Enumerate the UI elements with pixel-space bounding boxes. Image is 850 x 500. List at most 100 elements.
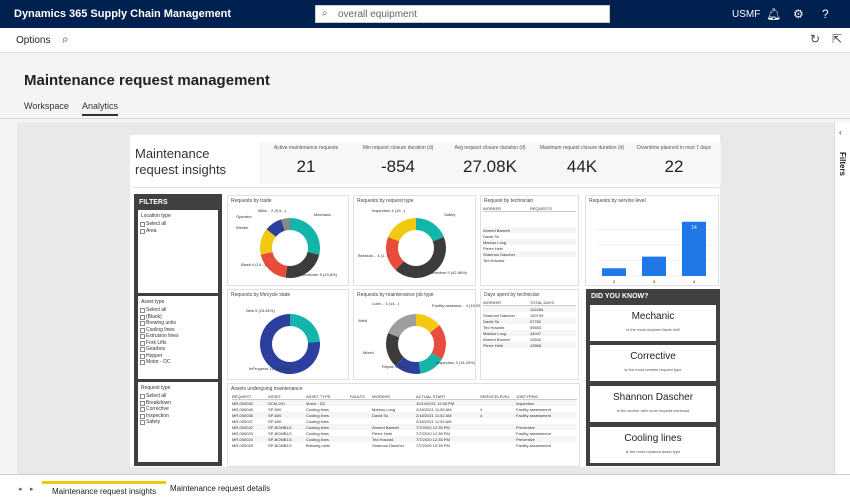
bell-icon[interactable]: 🔔︎: [766, 7, 782, 21]
slicer-item[interactable]: Select all: [138, 307, 218, 314]
slicer-item[interactable]: Breakdown: [138, 400, 218, 407]
table-row[interactable]: Markus Long: [483, 239, 576, 245]
insight-card[interactable]: Cooling lines is the most repaired asset …: [590, 427, 716, 463]
assets-maintenance-table[interactable]: Assets undergoing maintenance REQUEST ASS…: [227, 383, 580, 467]
table-row[interactable]: David So: [483, 233, 576, 239]
column-header[interactable]: WORKER: [372, 394, 390, 399]
donut-slice[interactable]: [290, 314, 320, 343]
filters-label[interactable]: Filters: [838, 152, 847, 177]
table-row[interactable]: Ahmed Barnett 43542: [483, 336, 576, 342]
table-row[interactable]: MR-000023 SP-BOMB1G Cooling lines Pierre He…: [232, 430, 577, 436]
donut-slice[interactable]: [281, 218, 290, 231]
help-icon[interactable]: ?: [822, 7, 829, 21]
tab-workspace[interactable]: Workspace: [24, 101, 69, 111]
requests-by-service-level-chart[interactable]: Requests by service level 2 3 4 14: [585, 195, 719, 286]
bar[interactable]: [642, 256, 666, 276]
table-row[interactable]: Ted Howard: [483, 257, 576, 263]
slicer-request-type[interactable]: Request type Select all Breakdown Correc…: [138, 382, 218, 462]
gear-icon[interactable]: ⚙: [793, 7, 804, 21]
tab-maintenance-request-details[interactable]: Maintenance request details: [170, 484, 271, 493]
insight-card[interactable]: Corrective is the most created request ty…: [590, 345, 716, 381]
slicer-item[interactable]: Gearbox: [138, 346, 218, 353]
table-row[interactable]: Markus Long 44047: [483, 330, 576, 336]
tab-maintenance-request-insights[interactable]: Maintenance request insights: [42, 481, 167, 499]
slicer-item[interactable]: Safety: [138, 419, 218, 426]
donut-slice[interactable]: [260, 229, 276, 255]
column-header[interactable]: ASSET TYPE: [306, 394, 331, 399]
donut-slice[interactable]: [260, 252, 288, 278]
table-row[interactable]: Shannon Dascher: [483, 251, 576, 257]
insight-card[interactable]: Mechanic is the most required trade skill: [590, 305, 716, 341]
refresh-icon[interactable]: ↻: [810, 32, 821, 46]
app-title[interactable]: Dynamics 365 Supply Chain Management: [14, 8, 232, 20]
table-row[interactable]: MR-000037 SP-600 Cooling lines 2/18/2021 11…: [232, 418, 577, 424]
chevron-left-icon[interactable]: ◂: [18, 486, 22, 493]
slicer-item[interactable]: Extrusion lines: [138, 333, 218, 340]
slicer-item[interactable]: Fork Lifts: [138, 340, 218, 347]
slicer-location-type[interactable]: Location type Select all Area: [138, 210, 218, 293]
column-header[interactable]: REQUESTS: [530, 206, 553, 211]
bar[interactable]: [602, 268, 626, 276]
column-header[interactable]: TOTAL DAYS: [530, 300, 555, 305]
donut-slice[interactable]: [386, 333, 404, 366]
donut-slice[interactable]: [290, 218, 320, 255]
table-row[interactable]: Ted Howard 55653: [483, 324, 576, 330]
table-row[interactable]: MR-000024 SP-BOMB1G Cooling lines Ted Howar…: [232, 436, 577, 442]
donut-slice[interactable]: [416, 218, 444, 242]
table-row[interactable]: MR-000035 SP-600 Cooling lines David So 2/18…: [232, 412, 577, 418]
donut-slice[interactable]: [430, 325, 446, 359]
slicer-item[interactable]: Area: [138, 228, 218, 235]
slicer-item[interactable]: Select all: [138, 393, 218, 400]
column-header[interactable]: ASSET: [268, 394, 282, 399]
column-header[interactable]: REQUEST: [232, 394, 252, 399]
donut-slice[interactable]: [388, 314, 416, 338]
column-header[interactable]: WORKER: [483, 300, 501, 305]
bar[interactable]: [682, 221, 706, 276]
global-search-input[interactable]: ⌕ overall equipment: [315, 5, 610, 23]
slicer-item[interactable]: Select all: [138, 221, 218, 228]
table-row[interactable]: Pierre Hebi 43566: [483, 342, 576, 348]
slicer-item[interactable]: Motor - DC: [138, 359, 218, 366]
tab-analytics[interactable]: Analytics: [82, 101, 119, 116]
slicer-item[interactable]: Brewing units: [138, 320, 218, 327]
chevron-left-icon[interactable]: ‹: [839, 128, 842, 137]
donut-slice[interactable]: [418, 353, 442, 374]
insight-card[interactable]: Shannon Dascher is the worker with most r…: [590, 386, 716, 422]
requests-by-trade-chart[interactable]: Requests by trade: [227, 195, 349, 286]
table-row[interactable]: MR-000025 SP-BOMB1G Brewing units Shannon D…: [232, 442, 577, 448]
slicer-item[interactable]: Corrective: [138, 406, 218, 413]
slicer-item[interactable]: Cooling lines: [138, 327, 218, 334]
requests-by-type-chart[interactable]: Requests by request type: [353, 195, 476, 286]
search-icon[interactable]: ⌕: [62, 32, 69, 46]
table-row[interactable]: MR-000052 DCM-201 Motor - DC 10/14/2021 12:…: [232, 400, 577, 406]
slicer-item[interactable]: Inspection: [138, 413, 218, 420]
donut-slice[interactable]: [260, 314, 320, 374]
table-row[interactable]: MR-000046 SP-600 Cooling lines Markus Long 2…: [232, 406, 577, 412]
donut-slice[interactable]: [266, 219, 285, 237]
table-row[interactable]: Ahmed Barnett: [483, 227, 576, 233]
table-row[interactable]: MR-000022 SP-BOMB1G Cooling lines Ahmed Bar…: [232, 424, 577, 430]
requests-by-lifecycle-chart[interactable]: Requests by lifecycle state: [227, 289, 349, 380]
slicer-asset-type[interactable]: Asset type Select all (Blank) Brewing un…: [138, 296, 218, 379]
donut-slice[interactable]: [395, 357, 421, 374]
filters-pane-toggle[interactable]: ‹ Filters: [834, 122, 850, 474]
table-row[interactable]: Pierre Hebi: [483, 245, 576, 251]
donut-slice[interactable]: [395, 237, 447, 278]
donut-slice[interactable]: [285, 252, 320, 278]
company-selector[interactable]: USMF: [732, 9, 761, 20]
open-new-window-icon[interactable]: ⇱: [832, 32, 843, 46]
table-row[interactable]: 110284: [483, 306, 576, 312]
options-button[interactable]: Options: [16, 35, 51, 46]
column-header[interactable]: FAULTS: [350, 394, 365, 399]
donut-slice[interactable]: [386, 237, 404, 270]
slicer-item[interactable]: Hopper: [138, 353, 218, 360]
donut-slice[interactable]: [388, 218, 416, 242]
column-header[interactable]: JOBTYPEID: [516, 394, 539, 399]
column-header[interactable]: WORKER: [483, 206, 501, 211]
slicer-item[interactable]: (Blank): [138, 314, 218, 321]
table-row[interactable]: Shannon Dascher 120739: [483, 312, 576, 318]
column-header[interactable]: ACTUAL START: [416, 394, 446, 399]
table-row[interactable]: David So 57782: [483, 318, 576, 324]
column-header[interactable]: SERVICELEVEL: [480, 394, 510, 399]
requests-by-job-type-chart[interactable]: Requests by maintenance job type: [353, 289, 476, 380]
